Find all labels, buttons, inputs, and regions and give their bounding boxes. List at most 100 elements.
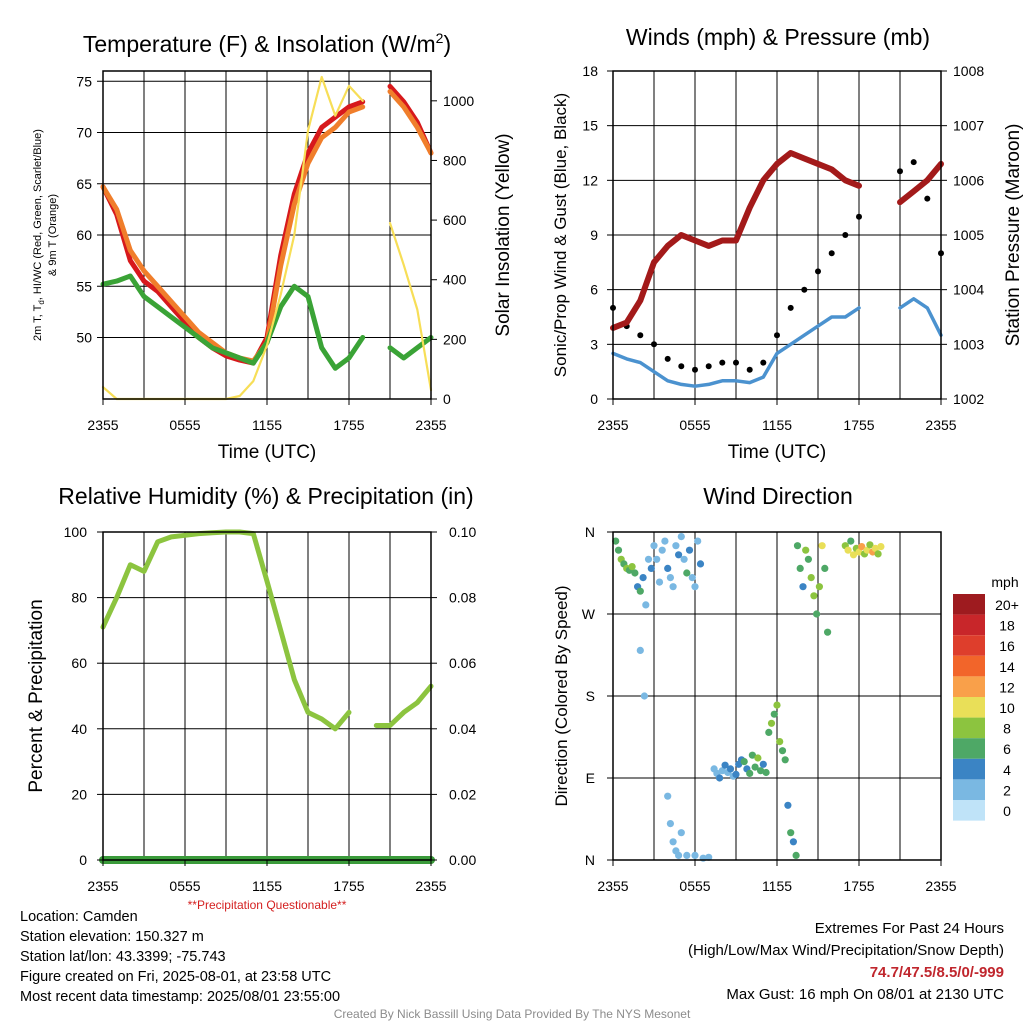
temp_9m-line (387, 89, 434, 156)
pressure-line (897, 160, 944, 206)
precip-y-axis: 0.00 0.02 0.04 0.06 0.08 0.10 (431, 524, 476, 868)
wind-gust-point (760, 359, 767, 366)
winds-xtick-label: 1155 (762, 417, 792, 433)
direction-point (639, 574, 647, 582)
station-info: Location: Camden Station elevation: 150.… (20, 907, 340, 1007)
legend-label: 2 (1003, 782, 1011, 798)
direction-point (863, 546, 871, 554)
wind-gust-point (787, 304, 794, 311)
winds-x-axis: 2355 0555 1155 1755 2355 (597, 399, 957, 433)
direction-xtick-label: 0555 (679, 878, 710, 894)
direction-point (696, 560, 705, 568)
direction-point (824, 628, 832, 636)
winds-xtick-label: 2355 (925, 417, 956, 433)
direction-point (677, 533, 685, 541)
legend-swatch (953, 738, 985, 759)
winds-x-label: Time (UTC) (728, 442, 827, 463)
solar-ytick-label: 1000 (443, 93, 474, 109)
winds-xtick-label: 2355 (597, 417, 628, 433)
direction-ytick-label: N (585, 524, 595, 540)
direction-point (688, 574, 696, 582)
direction-point (792, 851, 800, 860)
solar-ytick-label: 200 (443, 331, 467, 347)
direction-point (874, 550, 882, 558)
direction-point (732, 770, 740, 779)
winds-y-label: Sonic/Prop Wind & Gust (Blue, Black) (551, 93, 570, 377)
legend-label: 12 (999, 679, 1015, 695)
direction-xtick-label: 1155 (762, 878, 792, 894)
temperature-x-axis: 2355 0555 1155 1755 2355 (87, 399, 447, 433)
direction-xtick-label: 1755 (843, 878, 874, 894)
winds-ytick-label: 6 (590, 282, 598, 298)
direction-point (680, 555, 688, 563)
direction-point (691, 583, 699, 591)
legend-swatch (953, 614, 985, 636)
direction-point (871, 544, 880, 553)
direction-point (847, 537, 855, 545)
dewpoint-line (387, 335, 434, 361)
humidity-ytick-label: 100 (64, 524, 88, 540)
humidity-xtick-label: 2355 (87, 878, 118, 894)
pressure-ytick-label: 1005 (953, 227, 984, 243)
temperature-y-label-line2: & 9m T (Orange) (47, 194, 59, 276)
legend-label: 6 (1003, 741, 1011, 757)
pressure-y-axis: 1002 1003 1004 1005 1006 1007 1008 (941, 63, 984, 407)
legend-label: 18 (999, 618, 1015, 634)
direction-x-axis: 2355 0555 1155 1755 2355 (597, 860, 957, 894)
precip-ytick-label: 0.06 (449, 655, 476, 671)
direction-point (765, 728, 773, 737)
legend-label: 8 (1003, 721, 1011, 737)
wind-gust-point (774, 332, 780, 339)
humidity-ytick-label: 60 (71, 655, 87, 671)
direction-point (776, 738, 784, 746)
temperature-xtick-label: 2355 (415, 417, 446, 433)
humidity-y-label: Percent & Precipitation (26, 599, 47, 792)
legend-label: 14 (999, 659, 1015, 675)
direction-xtick-label: 2355 (925, 878, 956, 894)
temperature-ytick-label: 75 (76, 73, 92, 89)
solar-ytick-label: 400 (443, 272, 467, 288)
direction-point (653, 555, 661, 563)
direction-point (683, 851, 691, 860)
pressure-line (610, 150, 862, 331)
wind-gust-point (664, 355, 671, 362)
pressure-ytick-label: 1006 (953, 172, 984, 188)
direction-point (664, 564, 672, 573)
direction-ytick-label: W (582, 606, 596, 622)
direction-point (821, 564, 829, 573)
winds-ytick-label: 9 (590, 227, 598, 243)
legend-label: 10 (999, 700, 1015, 716)
direction-point (855, 548, 863, 556)
humidity-y-axis: 0 20 40 60 80 100 (64, 524, 103, 868)
pressure-y-label: Station Pressure (Maroon) (1003, 124, 1024, 347)
wind-gust-point (801, 286, 808, 293)
direction-point (628, 563, 636, 571)
legend-swatch (953, 717, 985, 739)
wind-gust-point (637, 332, 644, 339)
station-elevation: Station elevation: 150.327 m (20, 929, 204, 945)
wind-gust-point (842, 232, 849, 238)
direction-point (650, 542, 658, 550)
legend-swatch (953, 594, 985, 615)
credit-line: Created By Nick Bassill Using Data Provi… (333, 1007, 691, 1021)
direction-point (767, 719, 776, 727)
wind-gust-point (910, 159, 917, 166)
direction-point (718, 767, 726, 775)
humidity-xtick-label: 1755 (333, 878, 364, 894)
direction-point (705, 853, 713, 861)
direction-point (631, 569, 639, 577)
extremes-title: Extremes For Past 24 Hours (814, 920, 1004, 937)
direction-point (672, 542, 680, 550)
direction-point (740, 758, 748, 766)
direction-point (614, 546, 623, 554)
direction-point (781, 756, 789, 764)
direction-point (849, 551, 858, 559)
direction-point (721, 761, 729, 769)
temperature-y-label: 2m T, Td, HI/WC (Red, Green, Scarlet/Blu… (32, 129, 46, 341)
direction-point (759, 760, 767, 768)
direction-xtick-label: 2355 (597, 878, 628, 894)
solar-ytick-label: 800 (443, 152, 467, 168)
legend-swatch (953, 697, 985, 718)
air_temp-line (100, 99, 366, 366)
